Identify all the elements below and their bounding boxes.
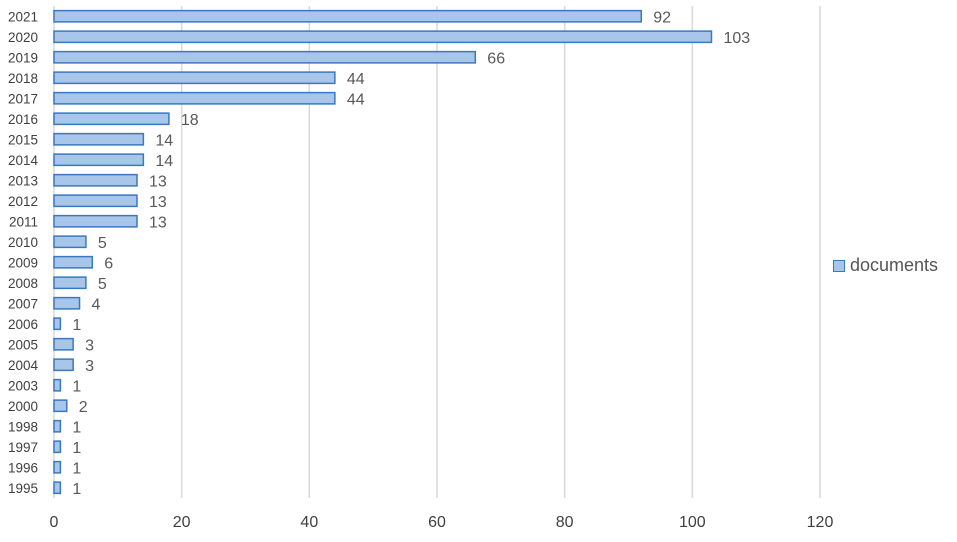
bar [53,317,62,331]
data-label: 14 [155,132,173,149]
legend-swatch [833,259,845,272]
data-label: 1 [72,440,81,457]
y-tick-label: 2009 [8,255,38,270]
bar [53,276,87,290]
bar [53,112,170,126]
bar [53,153,145,167]
data-label: 2 [79,399,88,416]
y-tick-label: 2018 [8,71,38,86]
x-tick-label: 100 [679,514,706,531]
y-tick-label: 1996 [8,460,38,475]
data-label: 5 [98,235,107,252]
y-tick-label: 1997 [8,440,38,455]
x-tick-label: 60 [428,514,446,531]
data-label: 13 [149,173,167,190]
y-tick-label: 2016 [8,112,38,127]
data-label: 92 [653,9,671,26]
data-label: 1 [72,317,81,334]
y-tick-label: 2013 [8,173,38,188]
y-tick-label: 2007 [8,296,38,311]
legend-label: documents [850,255,939,275]
bar [53,214,138,228]
bar [53,255,94,269]
bar [53,71,336,85]
data-label: 1 [72,481,81,498]
bar [53,9,643,23]
bar [53,419,62,433]
y-tick-label: 2000 [8,399,38,414]
y-tick-label: 2012 [8,194,38,209]
y-tick-label: 2020 [8,30,38,45]
data-label: 13 [149,194,167,211]
data-label: 1 [72,378,81,395]
x-tick-label: 0 [50,514,59,531]
data-label: 14 [155,153,173,170]
x-tick-label: 20 [173,514,191,531]
bar [53,440,62,454]
data-label: 6 [104,255,113,272]
bar [53,132,145,146]
y-tick-label: 2017 [8,91,38,106]
y-tick-label: 2014 [8,153,39,168]
bar [53,358,74,372]
y-tick-label: 2004 [8,358,39,373]
bar [53,481,62,495]
y-tick-label: 2021 [8,9,38,24]
data-label: 103 [723,30,750,47]
y-tick-label: 1998 [8,419,38,434]
bar [53,235,87,249]
y-tick-label: 2003 [8,378,38,393]
bar [53,378,62,392]
bar [53,194,138,208]
data-label: 1 [72,419,81,436]
y-tick-label: 2008 [8,276,38,291]
bar [53,50,477,64]
bar [53,91,336,105]
data-label: 4 [92,296,101,313]
data-label: 13 [149,214,167,231]
data-label: 44 [347,71,365,88]
bar [53,173,138,187]
y-tick-label: 2010 [8,235,38,250]
legend: documents [833,255,938,276]
y-tick-label: 2006 [8,317,38,332]
x-tick-label: 40 [300,514,318,531]
bar [53,337,74,351]
bar [53,399,68,413]
x-tick-label: 120 [807,514,834,531]
y-tick-label: 2005 [8,337,38,352]
data-label: 3 [85,358,94,375]
data-label: 1 [72,460,81,477]
bar [53,30,713,44]
bar [53,460,62,474]
data-label: 18 [181,112,199,129]
data-label: 5 [98,276,107,293]
x-tick-label: 80 [556,514,574,531]
data-label: 66 [487,50,505,67]
y-tick-label: 2011 [9,214,38,229]
data-label: 44 [347,91,365,108]
data-label: 3 [85,337,94,354]
y-tick-label: 2015 [8,132,38,147]
y-tick-label: 1995 [8,481,38,496]
y-tick-label: 2019 [8,50,38,65]
bar [53,296,81,310]
